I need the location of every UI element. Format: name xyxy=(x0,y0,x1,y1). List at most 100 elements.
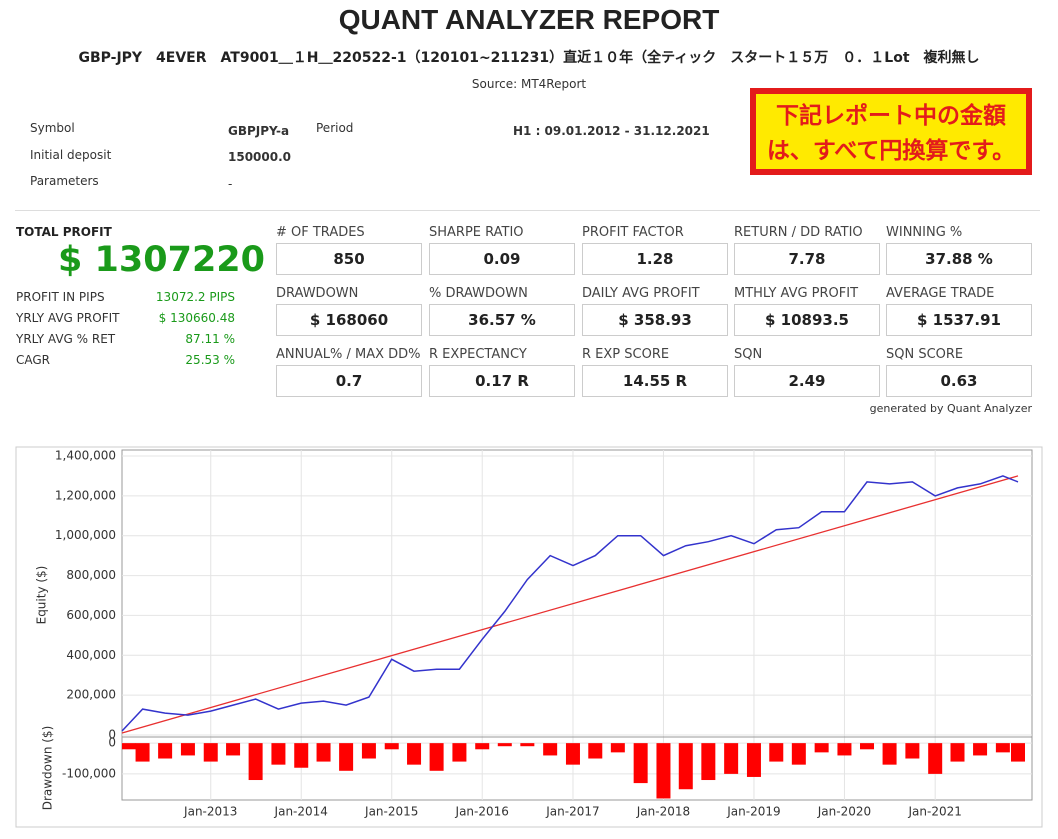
drawdown-bar xyxy=(995,743,1010,753)
info-value: GBPJPY-a xyxy=(228,124,290,138)
total-profit-label: TOTAL PROFIT xyxy=(16,225,112,239)
plot-area xyxy=(121,449,1033,801)
drawdown-bar xyxy=(814,743,829,753)
drawdown-bar xyxy=(905,743,920,759)
summary-value: 87.11 % xyxy=(185,332,235,346)
report-title: QUANT ANALYZER REPORT xyxy=(338,4,720,35)
drawdown-bar xyxy=(860,743,875,750)
stat-label: MTHLY AVG PROFIT xyxy=(734,286,859,301)
x-tick-label: Jan-2014 xyxy=(274,805,328,819)
stat-label: DAILY AVG PROFIT xyxy=(582,286,700,301)
stat-value: 14.55 R xyxy=(582,365,728,397)
stat-label: SQN xyxy=(734,347,763,362)
separator xyxy=(15,210,1040,211)
stat-value: $ 1537.91 xyxy=(886,304,1032,336)
drawdown-bar xyxy=(384,743,399,750)
summary-label: PROFIT IN PIPS xyxy=(16,290,105,304)
report-source: Source: MT4Report xyxy=(471,77,587,91)
x-tick-label: Jan-2013 xyxy=(183,805,237,819)
y-tick-label: 400,000 xyxy=(66,648,116,662)
y-tick-label: 0 xyxy=(108,728,116,742)
drawdown-bar xyxy=(294,743,309,768)
drawdown-bar xyxy=(1011,743,1025,762)
stat-label: SQN SCORE xyxy=(886,347,964,362)
drawdown-bar xyxy=(701,743,716,781)
equity-line xyxy=(121,475,1019,732)
drawdown-bar xyxy=(543,743,558,756)
stat-value: 0.7 xyxy=(276,365,422,397)
drawdown-bar xyxy=(520,743,535,747)
drawdown-bar xyxy=(950,743,965,762)
info-value: 150000.0 xyxy=(228,150,292,164)
summary-value: $ 130660.48 xyxy=(158,311,235,325)
drawdown-bar xyxy=(180,743,195,756)
drawdown-bar xyxy=(497,743,512,747)
info-value: - xyxy=(228,177,233,191)
stat-value: $ 10893.5 xyxy=(734,304,880,336)
drawdown-bar xyxy=(475,743,490,750)
drawdown-bar xyxy=(610,743,625,753)
summary-label: YRLY AVG PROFIT xyxy=(16,311,120,325)
stat-label: AVERAGE TRADE xyxy=(886,286,995,301)
drawdown-bar xyxy=(429,743,444,771)
y-axis-label: Drawdown ($) xyxy=(41,726,55,811)
stat-label: R EXPECTANCY xyxy=(429,347,527,362)
x-tick-label: Jan-2019 xyxy=(726,805,780,819)
drawdown-bar xyxy=(837,743,852,756)
stat-value: 7.78 xyxy=(734,243,880,275)
x-tick-label: Jan-2018 xyxy=(636,805,690,819)
summary-label: YRLY AVG % RET xyxy=(16,332,116,346)
stat-value: 0.09 xyxy=(429,243,575,275)
drawdown-bar xyxy=(407,743,422,765)
report-subtitle: GBP-JPY 4EVER AT9001＿１H＿220522-1（120101~… xyxy=(78,50,980,66)
trend-line xyxy=(121,475,1019,734)
drawdown-bar xyxy=(122,743,136,750)
drawdown-bar xyxy=(724,743,739,774)
summary-value: 25.53 % xyxy=(185,353,235,367)
drawdown-bar xyxy=(316,743,331,762)
drawdown-bar xyxy=(588,743,603,759)
summary-label: CAGR xyxy=(16,353,51,367)
notice-text: 下記レポート中の金額 xyxy=(776,103,1006,129)
info-label: Parameters xyxy=(30,174,99,188)
stat-value: 0.17 R xyxy=(429,365,575,397)
y-tick-label: 1,400,000 xyxy=(55,449,116,463)
drawdown-bar xyxy=(973,743,988,756)
drawdown-bar xyxy=(769,743,784,762)
drawdown-bar xyxy=(271,743,286,765)
stat-value: 36.57 % xyxy=(429,304,575,336)
chart-frame xyxy=(15,446,1043,828)
stat-label: R EXP SCORE xyxy=(582,347,670,362)
drawdown-bar xyxy=(361,743,376,759)
stat-value: 0.63 xyxy=(886,365,1032,397)
notice-inner xyxy=(756,94,1026,169)
stat-label: RETURN / DD RATIO xyxy=(734,225,863,240)
x-tick-label: Jan-2021 xyxy=(908,805,962,819)
stat-label: SHARPE RATIO xyxy=(429,225,524,240)
y-tick-label: -100,000 xyxy=(62,766,116,780)
drawdown-bar xyxy=(135,743,150,762)
generated-note: generated by Quant Analyzer xyxy=(869,402,1032,415)
y-axis-label: Equity ($) xyxy=(35,566,49,625)
y-tick-label: 600,000 xyxy=(66,608,116,622)
drawdown-bar xyxy=(633,743,648,784)
x-tick-label: Jan-2020 xyxy=(817,805,871,819)
drawdown-bar xyxy=(226,743,241,756)
y-tick-label: 0 xyxy=(108,736,116,750)
total-profit-value: $ 1307220 xyxy=(58,240,266,280)
stat-value: 1.28 xyxy=(582,243,728,275)
info-value: H1 : 09.01.2012 - 31.12.2021 xyxy=(513,124,710,138)
drawdown-bar xyxy=(158,743,173,759)
drawdown-bar xyxy=(203,743,218,762)
drawdown-bar xyxy=(928,743,943,774)
stat-value: $ 358.93 xyxy=(582,304,728,336)
summary-value: 13072.2 PIPS xyxy=(155,290,235,304)
stat-label: PROFIT FACTOR xyxy=(582,225,684,240)
info-label: Initial deposit xyxy=(30,148,112,162)
y-tick-label: 1,000,000 xyxy=(55,528,116,542)
info-label: Period xyxy=(316,121,354,135)
stat-label: ANNUAL% / MAX DD% xyxy=(276,347,421,362)
drawdown-bar xyxy=(791,743,806,765)
